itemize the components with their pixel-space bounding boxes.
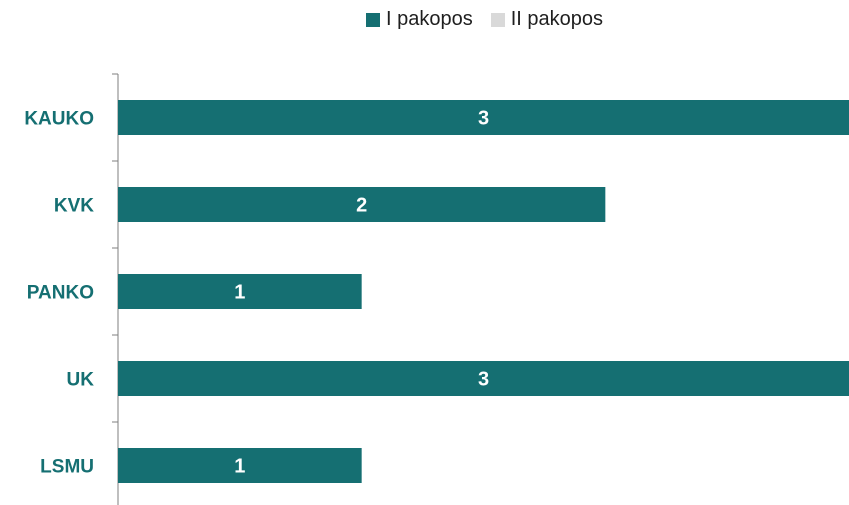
bar-value-label: 1 (234, 282, 245, 304)
bar-value-label: 1 (234, 456, 245, 478)
legend-swatch-series-2 (490, 12, 505, 27)
legend-swatch-series-1 (366, 12, 380, 27)
legend-item-series-1: I pakopos (366, 8, 473, 31)
legend-item-series-2: II pakopos (490, 8, 604, 31)
legend-label-series-2: II pakopos (510, 8, 604, 30)
bar-1 (118, 448, 362, 483)
bar-1 (118, 100, 849, 135)
bar-1 (118, 361, 849, 396)
category-label: UK (67, 370, 95, 391)
bar-1 (118, 274, 362, 309)
legend-label-series-1: I pakopos (386, 8, 473, 30)
bar-value-label: 3 (478, 369, 489, 391)
category-label: PANKO (27, 283, 94, 304)
category-label: KAUKO (24, 109, 94, 130)
bar-value-label: 3 (478, 108, 489, 130)
legend: I pakopos II pakopos (366, 8, 621, 31)
category-label: KVK (54, 196, 94, 217)
category-label: LSMU (40, 457, 94, 478)
bar-1 (118, 187, 606, 222)
bar-value-label: 2 (356, 195, 367, 217)
